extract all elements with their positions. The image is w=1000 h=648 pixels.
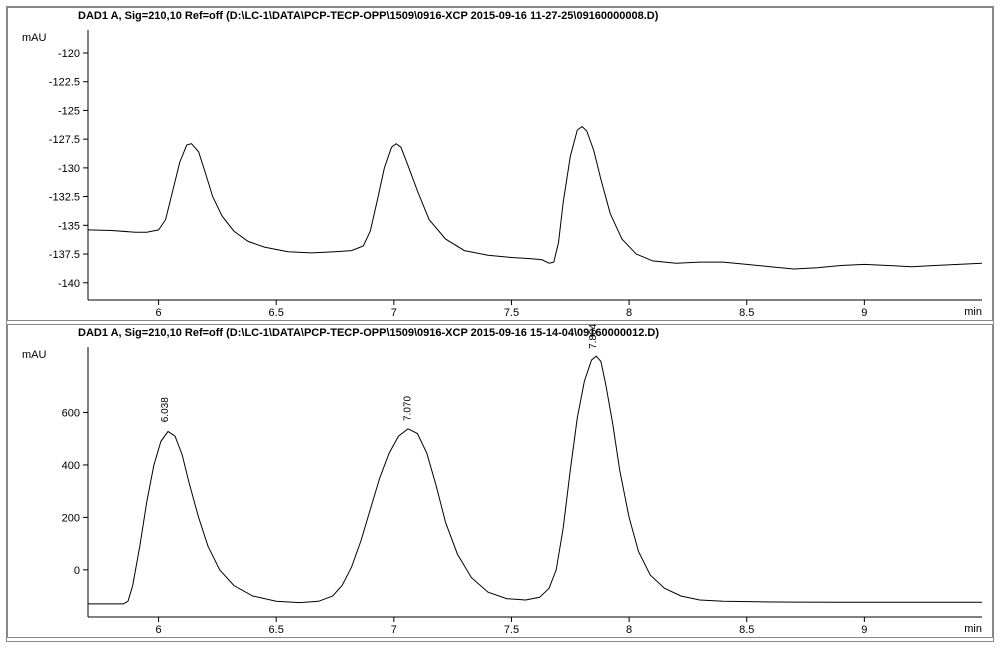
svg-text:7: 7 — [391, 624, 397, 636]
bot-y-unit: mAU — [22, 349, 46, 361]
svg-text:7.5: 7.5 — [504, 307, 519, 319]
svg-text:6: 6 — [156, 624, 162, 636]
svg-text:-127.5: -127.5 — [49, 134, 80, 146]
svg-text:6.5: 6.5 — [269, 624, 284, 636]
svg-text:9: 9 — [861, 307, 867, 319]
top-svg: -140-137.5-135-132.5-130-127.5-125-122.5… — [88, 30, 982, 300]
bot-title: DAD1 A, Sig=210,10 Ref=off (D:\LC-1\DATA… — [78, 327, 659, 339]
svg-text:8: 8 — [626, 624, 632, 636]
svg-text:7.864: 7.864 — [588, 323, 599, 348]
svg-text:-125: -125 — [58, 105, 80, 117]
bot-svg: 020040060066.577.588.596.0387.0707.864 — [88, 347, 982, 617]
svg-text:-140: -140 — [58, 278, 80, 290]
svg-text:7.5: 7.5 — [504, 624, 519, 636]
svg-text:600: 600 — [62, 408, 80, 420]
svg-text:8.5: 8.5 — [739, 307, 754, 319]
svg-text:0: 0 — [74, 565, 80, 577]
svg-text:6.5: 6.5 — [269, 307, 284, 319]
svg-text:9: 9 — [861, 624, 867, 636]
top-y-unit: mAU — [22, 32, 46, 44]
svg-text:-137.5: -137.5 — [49, 249, 80, 261]
svg-text:7.070: 7.070 — [402, 395, 413, 420]
top-plot: -140-137.5-135-132.5-130-127.5-125-122.5… — [88, 30, 982, 300]
svg-text:-130: -130 — [58, 163, 80, 175]
top-title: DAD1 A, Sig=210,10 Ref=off (D:\LC-1\DATA… — [78, 10, 658, 22]
svg-text:6.038: 6.038 — [160, 397, 171, 422]
svg-text:400: 400 — [62, 460, 80, 472]
svg-text:-132.5: -132.5 — [49, 192, 80, 204]
svg-text:200: 200 — [62, 512, 80, 524]
top-panel: DAD1 A, Sig=210,10 Ref=off (D:\LC-1\DATA… — [7, 7, 993, 321]
bot-x-unit: min — [964, 623, 982, 635]
svg-text:-120: -120 — [58, 48, 80, 60]
top-x-unit: min — [964, 306, 982, 318]
svg-text:8.5: 8.5 — [739, 624, 754, 636]
bottom-panel: DAD1 A, Sig=210,10 Ref=off (D:\LC-1\DATA… — [7, 324, 993, 638]
svg-text:-135: -135 — [58, 220, 80, 232]
svg-text:6: 6 — [156, 307, 162, 319]
bot-plot: 020040060066.577.588.596.0387.0707.864 — [88, 347, 982, 617]
svg-text:-122.5: -122.5 — [49, 77, 80, 89]
svg-text:8: 8 — [626, 307, 632, 319]
svg-text:7: 7 — [391, 307, 397, 319]
frame: DAD1 A, Sig=210,10 Ref=off (D:\LC-1\DATA… — [6, 6, 994, 642]
